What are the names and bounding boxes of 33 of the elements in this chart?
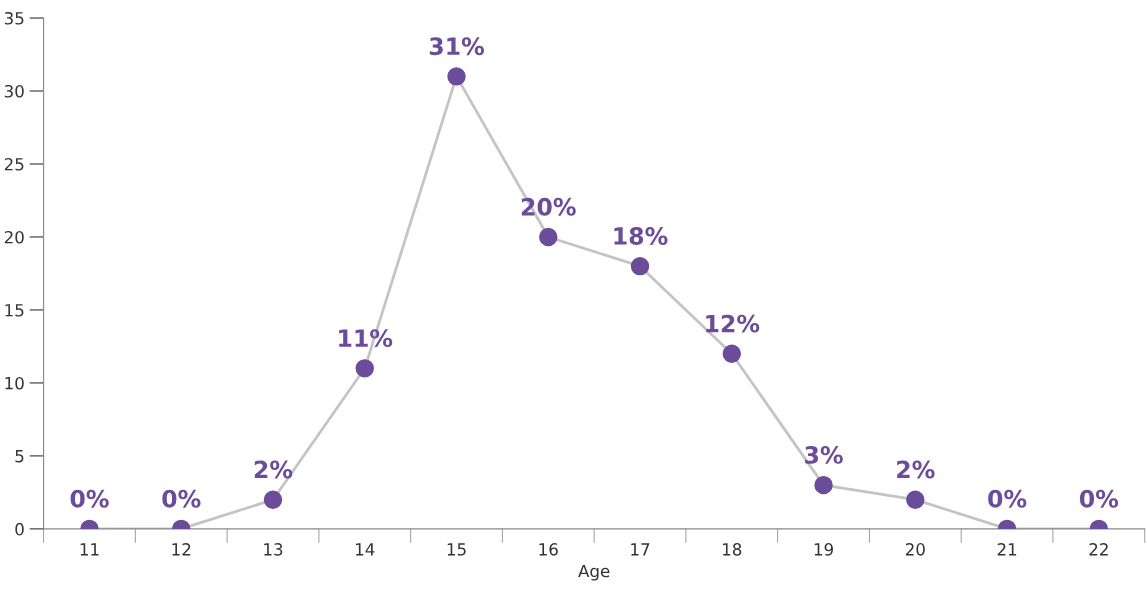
data-label: 0% [70,489,109,508]
x-tick-label: 11 [80,543,99,556]
x-axis-title: Age [578,564,610,581]
x-tick-label: 22 [1089,543,1108,556]
data-label: 31% [429,37,485,56]
data-label: 3% [805,445,843,464]
x-tick-label: 20 [905,543,925,556]
x-tick-label: 14 [355,543,375,556]
x-tick-label: 18 [723,543,742,556]
y-tick-label: 20 [4,230,24,244]
y-tick-label: 5 [15,450,24,463]
data-label: 11% [339,329,393,348]
y-tick-label: 25 [4,157,24,171]
x-tick-label: 15 [447,543,466,556]
y-tick-label: 35 [4,11,24,25]
x-tick-label: 17 [631,543,650,556]
data-label: 2% [897,460,935,479]
data-label: 0% [1079,489,1119,508]
data-label: 18% [614,227,668,245]
y-tick-label: 10 [5,376,24,390]
data-label: 0% [988,489,1027,508]
x-tick-label: 13 [264,543,283,556]
y-tick-label: 0 [15,522,24,536]
data-label: 20% [521,197,576,216]
data-label: 2% [254,460,293,479]
y-tick-label: 15 [5,304,24,317]
x-tick-label: 21 [997,543,1017,556]
x-tick-label: 19 [814,543,833,556]
x-tick-label: 16 [539,543,558,556]
x-tick-label: 12 [172,543,191,556]
y-tick-label: 30 [4,84,24,98]
data-label: 0% [162,489,201,508]
data-label: 12% [706,314,760,333]
